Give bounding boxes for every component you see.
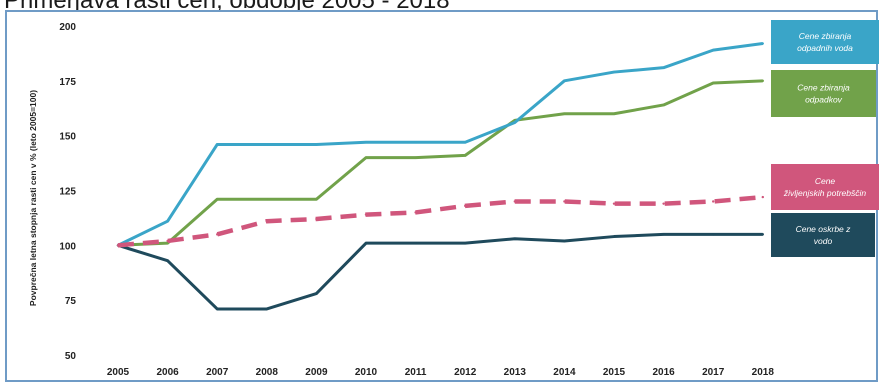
y-axis-label: Povprečna letna stopnja rasti cen v % (l…: [28, 90, 38, 306]
data-point: [166, 220, 169, 223]
x-tick-label: 2014: [553, 367, 576, 378]
data-point: [265, 198, 268, 201]
x-tick-label: 2007: [206, 367, 229, 378]
legend-item: Cene zbiranja odpadkov: [771, 70, 876, 117]
y-tick-label: 100: [59, 241, 76, 252]
data-point: [761, 79, 764, 83]
x-tick-label: 2008: [256, 367, 279, 378]
data-point: [761, 233, 764, 236]
data-point: [563, 112, 566, 115]
x-tick-label: 2015: [603, 367, 626, 378]
data-point: [364, 213, 368, 216]
legend-swatch: [771, 20, 879, 64]
data-point: [414, 156, 417, 159]
data-point: [513, 237, 516, 240]
data-point: [216, 233, 219, 236]
data-point: [712, 48, 715, 52]
y-tick-label: 75: [65, 296, 77, 307]
data-point: [216, 143, 219, 146]
legend-label: Cene oskrbe z vodo: [796, 224, 852, 246]
y-tick-label: 50: [65, 351, 77, 362]
data-point: [364, 241, 368, 245]
legend-item: Cene oskrbe z vodo: [771, 213, 875, 257]
data-point: [712, 81, 715, 85]
data-point: [612, 112, 616, 115]
data-point: [513, 121, 516, 124]
data-point: [364, 156, 368, 159]
data-point: [464, 204, 467, 208]
x-tick-label: 2005: [107, 367, 130, 378]
legend-label: Cene zbiranja odpadnih voda: [797, 31, 853, 53]
data-point: [712, 233, 715, 236]
data-point: [662, 233, 665, 236]
data-point: [563, 79, 566, 83]
data-point: [563, 200, 566, 203]
data-point: [414, 211, 417, 214]
series-line: [117, 194, 763, 248]
data-point: [464, 141, 467, 144]
series-line: [117, 42, 763, 247]
data-point: [662, 202, 665, 205]
data-point: [612, 235, 616, 238]
legend-swatch: [771, 213, 875, 257]
legend-item: Cene življenjskih potrebščin: [771, 164, 879, 210]
data-point: [116, 244, 120, 247]
x-tick-label: 2009: [305, 367, 328, 378]
y-tick-label: 150: [59, 132, 76, 143]
data-point: [414, 141, 417, 144]
x-tick-label: 2010: [355, 367, 378, 378]
series-line: [117, 79, 763, 247]
data-point: [166, 239, 169, 243]
data-point: [265, 220, 268, 223]
data-point: [315, 292, 318, 295]
x-tick-label: 2011: [405, 367, 427, 378]
x-tick-label: 2017: [702, 367, 725, 378]
data-point: [712, 200, 715, 203]
x-tick-label: 2006: [156, 367, 179, 378]
data-point: [563, 239, 566, 243]
x-tick-label: 2018: [752, 367, 775, 378]
data-point: [513, 200, 516, 203]
x-tick-label: 2013: [504, 367, 527, 378]
y-tick-label: 125: [59, 187, 76, 198]
data-point: [315, 217, 318, 221]
y-tick-label: 175: [59, 77, 76, 88]
legend-swatch: [771, 70, 876, 117]
series-line: [117, 232, 763, 311]
data-point: [315, 143, 318, 146]
data-point: [761, 195, 764, 199]
data-point: [265, 143, 268, 146]
data-point: [662, 103, 665, 107]
data-point: [662, 66, 665, 69]
data-point: [364, 141, 368, 144]
data-point: [761, 42, 764, 45]
x-tick-label: 2016: [652, 367, 675, 378]
data-point: [612, 202, 616, 205]
data-point: [315, 198, 318, 201]
legend-item: Cene zbiranja odpadnih voda: [771, 20, 879, 64]
y-tick-label: 200: [59, 22, 76, 33]
legend-label: Cene zbiranja odpadkov: [797, 83, 850, 105]
data-point: [464, 241, 467, 245]
data-point: [216, 198, 219, 201]
data-point: [612, 70, 616, 74]
data-point: [216, 307, 219, 311]
data-point: [414, 241, 417, 245]
legend-label: Cene življenjskih potrebščin: [783, 176, 866, 198]
x-tick-label: 2012: [454, 367, 477, 378]
data-point: [166, 259, 169, 262]
legend-swatch: [771, 164, 879, 210]
data-point: [464, 154, 467, 157]
data-point: [265, 307, 268, 311]
